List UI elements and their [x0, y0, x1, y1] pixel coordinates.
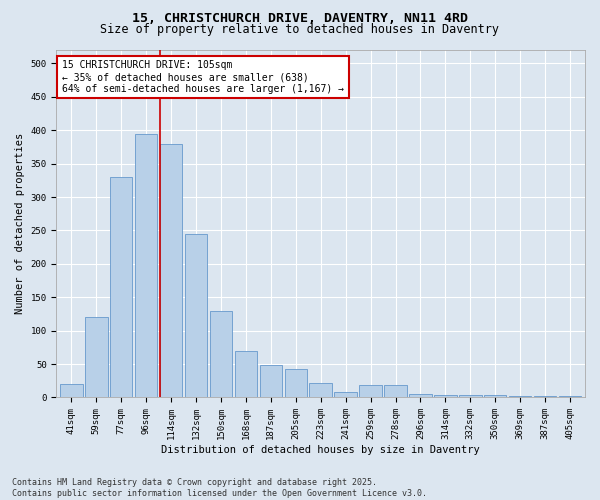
Bar	[334, 392, 357, 398]
Bar	[434, 396, 457, 398]
Bar	[135, 134, 157, 398]
Text: Contains HM Land Registry data © Crown copyright and database right 2025.
Contai: Contains HM Land Registry data © Crown c…	[12, 478, 427, 498]
Bar	[60, 384, 83, 398]
Bar	[359, 386, 382, 398]
Bar	[509, 396, 532, 398]
Bar	[484, 396, 506, 398]
Bar	[260, 366, 282, 398]
Bar	[310, 383, 332, 398]
Bar	[559, 396, 581, 398]
X-axis label: Distribution of detached houses by size in Daventry: Distribution of detached houses by size …	[161, 445, 480, 455]
Bar	[185, 234, 207, 398]
Bar	[534, 396, 556, 398]
Bar	[284, 368, 307, 398]
Bar	[235, 350, 257, 398]
Bar	[160, 144, 182, 398]
Text: 15 CHRISTCHURCH DRIVE: 105sqm
← 35% of detached houses are smaller (638)
64% of : 15 CHRISTCHURCH DRIVE: 105sqm ← 35% of d…	[62, 60, 344, 94]
Text: Size of property relative to detached houses in Daventry: Size of property relative to detached ho…	[101, 22, 499, 36]
Bar	[85, 318, 107, 398]
Bar	[384, 386, 407, 398]
Bar	[110, 177, 133, 398]
Y-axis label: Number of detached properties: Number of detached properties	[15, 133, 25, 314]
Bar	[210, 310, 232, 398]
Bar	[459, 396, 482, 398]
Text: 15, CHRISTCHURCH DRIVE, DAVENTRY, NN11 4RD: 15, CHRISTCHURCH DRIVE, DAVENTRY, NN11 4…	[132, 12, 468, 26]
Bar	[409, 394, 431, 398]
